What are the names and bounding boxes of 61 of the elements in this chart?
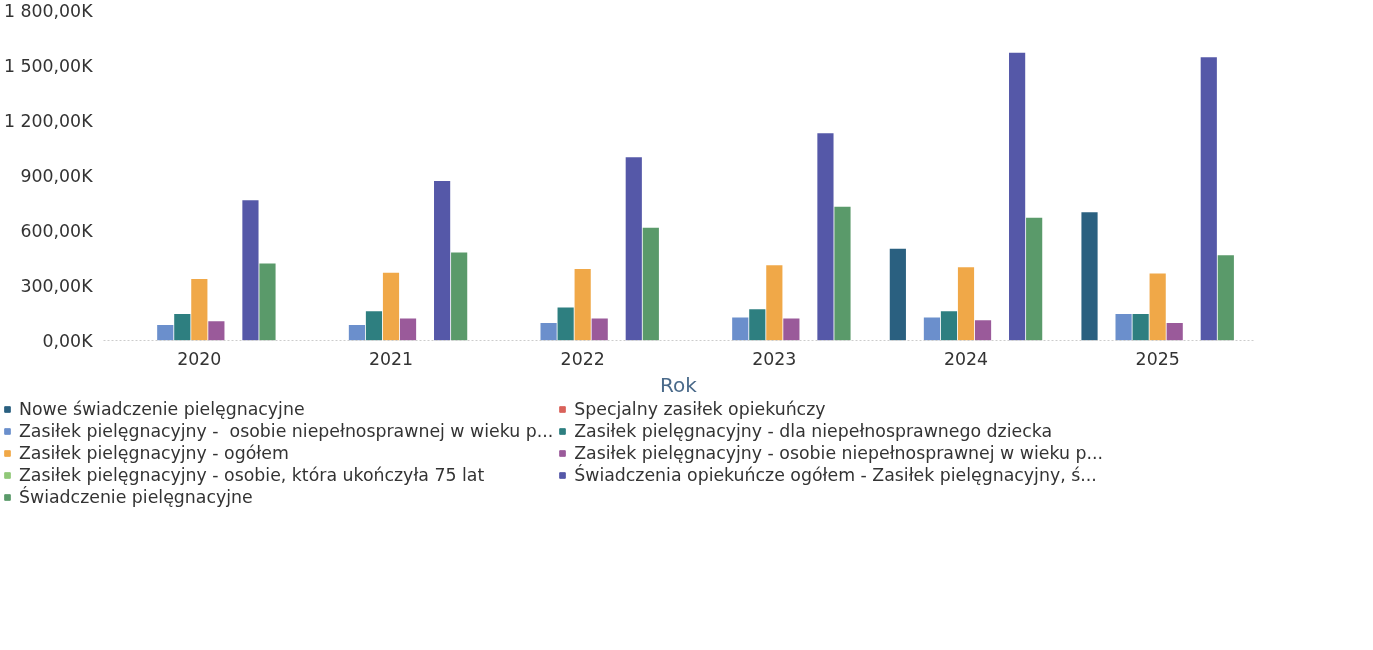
y-tick-label: 1 200,00K [3, 110, 94, 131]
bar [382, 272, 400, 341]
y-tick-label: 0,00K [42, 330, 94, 351]
bar [1166, 323, 1183, 341]
x-tick-label: 2023 [752, 348, 797, 369]
bar [259, 263, 276, 341]
bar [749, 309, 766, 341]
x-tick-label: 2024 [943, 348, 989, 369]
x-tick-label: 2020 [177, 348, 222, 369]
bar [451, 252, 468, 341]
bar [625, 157, 642, 341]
bar [157, 324, 174, 341]
y-tick-label: 900,00K [20, 165, 94, 186]
legend-label: Świadczenia opiekuńcze ogółem - Zasiłek pielęgnacyjny, ś... [574, 465, 1097, 485]
bar [540, 323, 557, 341]
bar [242, 200, 259, 341]
legend-label: Zasiłek pielęgnacyjny - dla niepełnosprawnego dziecka [574, 421, 1053, 441]
bar [766, 265, 783, 341]
bar [1217, 255, 1234, 341]
bar [557, 307, 574, 341]
legend-label: Zasiłek pielęgnacyjny - osobie niepełnosprawnej w wieku p... [19, 421, 554, 441]
bar [817, 133, 834, 341]
x-tick-label: 2025 [1135, 348, 1180, 369]
legend-label: Zasiłek pielęgnacyjny - osobie niepełnosprawnej w wieku p... [574, 443, 1103, 463]
bar [1200, 57, 1217, 341]
bar [174, 313, 191, 341]
y-tick-label: 1 500,00K [3, 55, 94, 76]
bar [348, 324, 366, 341]
bar [208, 321, 225, 341]
legend-label: Specjalny zasiłek opiekuńczy [574, 399, 826, 419]
bar [923, 317, 941, 341]
legend-label: Zasiłek pielęgnacyjny - ogółem [19, 443, 289, 463]
legend-label: Nowe świadczenie pielęgnacyjne [19, 399, 305, 419]
bar [1115, 313, 1132, 341]
y-tick-label: 600,00K [20, 220, 94, 241]
legend-label: Zasiłek pielęgnacyjny - osobie, która ukończyła 75 lat [19, 465, 485, 485]
bar [889, 248, 906, 341]
bar [957, 267, 975, 341]
bar [191, 279, 208, 341]
bar [574, 269, 591, 341]
y-tick-label: 1 800,00K [3, 0, 94, 21]
bar [365, 311, 383, 341]
bar [974, 320, 992, 341]
bar [1081, 212, 1098, 341]
bar [642, 227, 659, 341]
x-tick-label: 2021 [368, 348, 414, 369]
bar [1026, 217, 1043, 341]
bar [940, 311, 958, 341]
bar [1149, 273, 1166, 341]
bar [1009, 52, 1026, 341]
bar [834, 206, 851, 341]
bar [1132, 313, 1149, 341]
x-tick-label: 2022 [560, 348, 605, 369]
bar [591, 318, 608, 341]
bar [434, 181, 451, 341]
bar [399, 318, 417, 341]
legend-label: Świadczenie pielęgnacyjne [19, 487, 253, 507]
bar [732, 317, 749, 341]
x-axis-title: Rok [660, 372, 698, 397]
bar [783, 318, 800, 341]
y-tick-label: 300,00K [20, 275, 94, 296]
